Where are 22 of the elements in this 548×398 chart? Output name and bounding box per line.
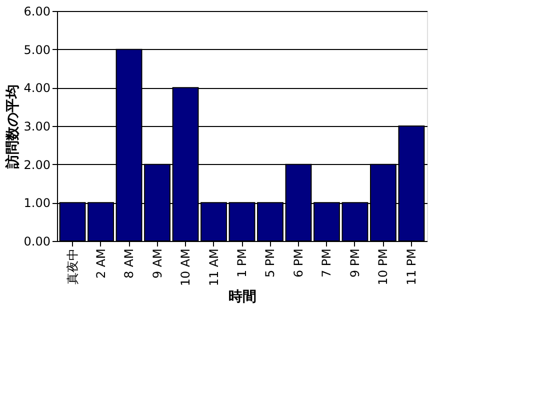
- x-tick-label: 7 PM: [320, 248, 334, 278]
- x-tick-label: 11 PM: [404, 248, 418, 286]
- x-tick-label: 5 PM: [263, 248, 278, 278]
- x-axis-title: 時間: [228, 289, 256, 306]
- y-tick-label: 6.00: [24, 4, 50, 18]
- x-tick-label: 6 PM: [291, 248, 306, 278]
- x-tick-label: 10 PM: [376, 248, 390, 286]
- y-tick-label: 5.00: [24, 42, 50, 57]
- y-axis-title: 訪問数の平均: [4, 84, 21, 170]
- y-tick-label: 2.00: [24, 158, 50, 172]
- x-tick-label: 真夜中: [66, 248, 80, 284]
- y-tick-label: 4.00: [24, 81, 50, 96]
- y-tick-label: 1.00: [24, 196, 50, 210]
- x-tick-label: 1 PM: [235, 248, 249, 278]
- x-tick-label: 8 AM: [122, 248, 136, 279]
- x-tick-label: 9 PM: [348, 248, 362, 278]
- x-tick-label: 9 AM: [150, 248, 164, 279]
- y-tick-label: 3.00: [24, 120, 50, 134]
- x-tick-label: 2 AM: [94, 248, 108, 279]
- x-tick-label: 10 AM: [178, 248, 193, 286]
- x-tick-label: 11 AM: [206, 248, 221, 286]
- y-tick-label: 0.00: [24, 234, 50, 248]
